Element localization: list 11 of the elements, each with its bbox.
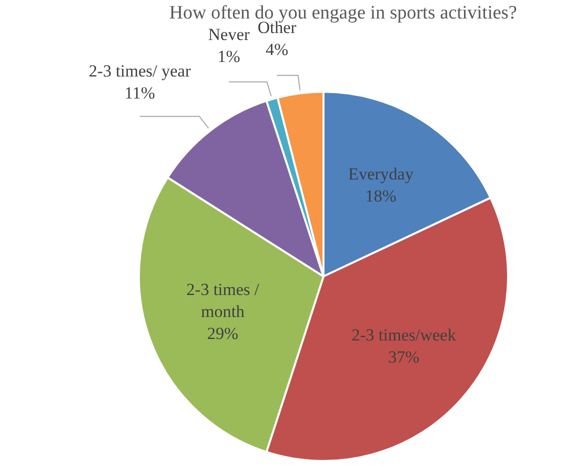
data-label: 18% [365, 186, 396, 206]
data-label: 4% [266, 40, 288, 59]
slice-label: 2-3 times/ year [88, 62, 192, 81]
data-label: 1% [218, 46, 240, 66]
slice-label: 2-3 times / month [186, 280, 260, 322]
slice-label: Everyday [348, 164, 414, 184]
data-label: 29% [207, 324, 238, 344]
data-label: 11% [124, 84, 156, 103]
slice-label: 2-3 times/week [352, 326, 456, 345]
slice-label: Never [208, 24, 250, 44]
data-label: 37% [388, 348, 420, 367]
